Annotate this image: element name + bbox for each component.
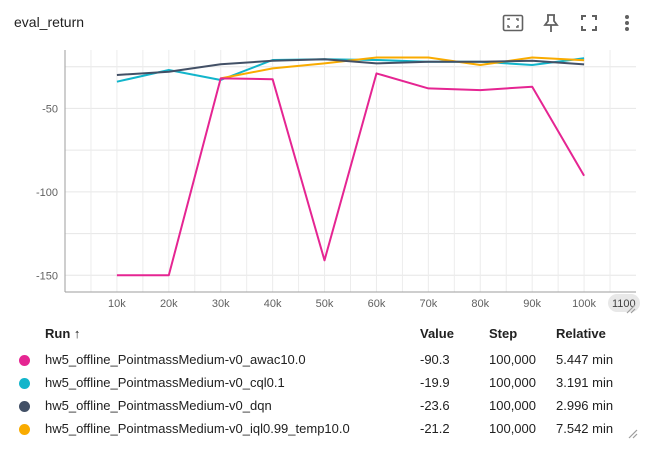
run-relative: 2.996 min xyxy=(556,398,614,413)
fit-domain-button[interactable] xyxy=(497,10,529,36)
chart-toolbar xyxy=(497,10,643,36)
value-column-header[interactable]: Value xyxy=(420,326,454,341)
run-step: 100,000 xyxy=(489,352,536,367)
run-step: 100,000 xyxy=(489,375,536,390)
run-color-dot xyxy=(19,378,30,389)
run-column-header[interactable]: Run ↑ xyxy=(45,326,81,341)
table-row: hw5_offline_PointmassMedium-v0_awac10.0 … xyxy=(0,348,653,371)
table-row: hw5_offline_PointmassMedium-v0_cql0.1 -1… xyxy=(0,371,653,394)
fullscreen-icon xyxy=(581,15,597,31)
x-tick-label: 100k xyxy=(572,298,596,310)
chart-area[interactable]: -50 -100 -150 10k 20k 30k 40k 50k 60k 70k 80k 90k 10… xyxy=(0,40,653,320)
run-value: -19.9 xyxy=(420,375,450,390)
run-color-dot xyxy=(19,355,30,366)
run-relative: 5.447 min xyxy=(556,352,614,367)
run-value: -21.2 xyxy=(420,421,450,436)
table-row: hw5_offline_PointmassMedium-v0_iql0.99_t… xyxy=(0,417,653,440)
chart-title: eval_return xyxy=(14,14,85,30)
x-tick-label: 40k xyxy=(264,298,282,310)
x-tick-label: 20k xyxy=(160,298,178,310)
run-step: 100,000 xyxy=(489,421,536,436)
x-tick-label: 80k xyxy=(471,298,489,310)
more-vert-icon xyxy=(625,15,629,31)
y-tick-label: -150 xyxy=(36,270,58,282)
relative-column-header[interactable]: Relative xyxy=(556,326,606,341)
x-tick-label: 10k xyxy=(108,298,126,310)
run-relative: 7.542 min xyxy=(556,421,614,436)
y-tick-label: -50 xyxy=(42,103,58,115)
series-line xyxy=(116,58,585,76)
runs-table: Run ↑ Value Step Relative hw5_offline_Po… xyxy=(0,322,653,440)
fit-domain-icon xyxy=(502,14,524,32)
run-value: -23.6 xyxy=(420,398,450,413)
x-tick-label: 90k xyxy=(523,298,541,310)
series-line xyxy=(220,56,585,80)
x-tick-label: 70k xyxy=(419,298,437,310)
table-resize-handle[interactable] xyxy=(624,425,638,439)
more-options-button[interactable] xyxy=(611,10,643,36)
y-tick-label: -100 xyxy=(36,187,58,199)
table-header: Run ↑ Value Step Relative xyxy=(0,322,653,348)
run-relative: 3.191 min xyxy=(556,375,614,390)
x-tick-overflow-label: 1100 xyxy=(612,298,636,310)
table-row: hw5_offline_PointmassMedium-v0_dqn -23.6… xyxy=(0,394,653,417)
fullscreen-button[interactable] xyxy=(573,10,605,36)
run-step: 100,000 xyxy=(489,398,536,413)
run-name: hw5_offline_PointmassMedium-v0_cql0.1 xyxy=(45,375,285,390)
run-value: -90.3 xyxy=(420,352,450,367)
line-chart[interactable]: -50 -100 -150 10k 20k 30k 40k 50k 60k 70k 80k 90k 10… xyxy=(0,40,653,320)
run-name: hw5_offline_PointmassMedium-v0_dqn xyxy=(45,398,272,413)
x-tick-label: 30k xyxy=(212,298,230,310)
pin-icon xyxy=(543,14,559,32)
run-name: hw5_offline_PointmassMedium-v0_iql0.99_t… xyxy=(45,421,350,436)
chart-resize-handle[interactable] xyxy=(622,300,636,314)
step-column-header[interactable]: Step xyxy=(489,326,518,341)
x-tick-label: 50k xyxy=(316,298,334,310)
run-name: hw5_offline_PointmassMedium-v0_awac10.0 xyxy=(45,352,306,367)
series-line xyxy=(116,72,585,277)
x-tick-label: 60k xyxy=(368,298,386,310)
pin-button[interactable] xyxy=(535,10,567,36)
run-color-dot xyxy=(19,401,30,412)
run-color-dot xyxy=(19,424,30,435)
